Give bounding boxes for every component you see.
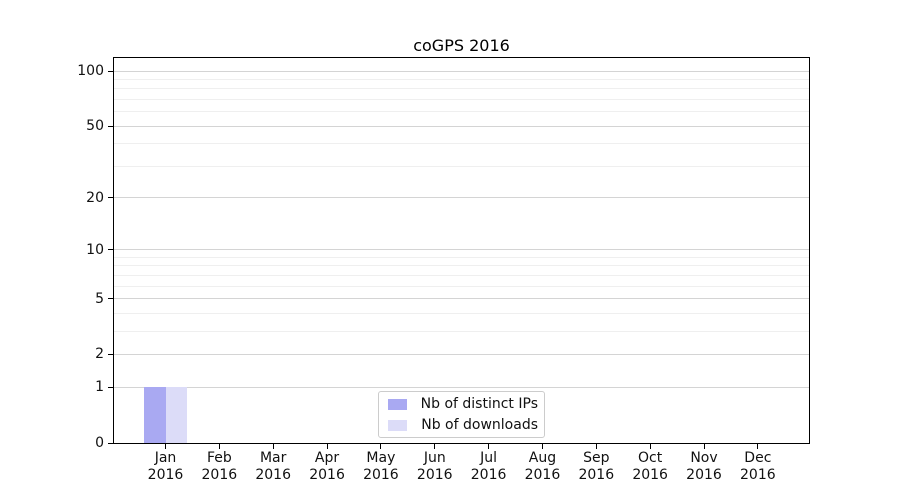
gridline-minor — [114, 99, 809, 101]
x-label-year: 2016 — [255, 467, 291, 483]
x-label-month: Sep — [583, 450, 610, 466]
x-tick-label: Jun 2016 — [404, 450, 466, 484]
y-tick-mark — [108, 353, 113, 355]
x-label-month: Jun — [423, 450, 446, 466]
x-tick-label: Nov 2016 — [673, 450, 735, 484]
x-tick-mark — [434, 444, 436, 449]
legend-label-downloads: Nb of downloads — [421, 417, 538, 433]
y-tick-label: 100 — [77, 63, 104, 80]
x-label-month: Dec — [744, 450, 772, 466]
gridline-minor — [114, 265, 809, 267]
x-tick-mark — [703, 444, 705, 449]
x-label-month: Oct — [638, 450, 663, 466]
gridline-minor — [114, 274, 809, 276]
gridline-minor — [114, 88, 809, 90]
x-tick-mark — [272, 444, 274, 449]
bar-nb-of-distinct-ips-jan — [144, 387, 166, 443]
gridline-major — [114, 125, 809, 127]
x-label-year: 2016 — [470, 467, 507, 483]
y-tick-mark — [108, 70, 113, 72]
y-tick-mark — [108, 386, 113, 388]
gridline-major — [114, 70, 809, 72]
x-label-year: 2016 — [524, 467, 561, 483]
y-tick-label: 50 — [86, 118, 104, 135]
y-tick-mark — [108, 125, 113, 127]
bar-nb-of-downloads-jan — [165, 387, 187, 443]
x-tick-mark — [649, 444, 651, 449]
x-tick-label: May 2016 — [350, 450, 412, 484]
x-label-year: 2016 — [416, 467, 453, 483]
x-tick-mark — [488, 444, 490, 449]
legend-swatch-downloads — [388, 419, 408, 431]
legend-item-distinct-ips: Nb of distinct IPs — [385, 396, 538, 412]
x-label-year: 2016 — [363, 467, 399, 483]
y-tick-mark — [108, 298, 113, 300]
y-tick-label: 10 — [86, 241, 104, 258]
x-tick-label: Aug 2016 — [511, 450, 573, 484]
x-label-month: Apr — [314, 450, 340, 466]
y-tick-label: 5 — [95, 290, 104, 307]
legend-label-distinct-ips: Nb of distinct IPs — [420, 396, 538, 412]
x-label-month: Nov — [690, 450, 718, 466]
y-tick-mark — [108, 197, 113, 199]
x-tick-mark — [326, 444, 328, 449]
x-label-year: 2016 — [309, 467, 345, 483]
y-tick-label: 2 — [95, 346, 104, 363]
x-tick-label: Apr 2016 — [296, 450, 358, 484]
gridline-major — [114, 386, 809, 388]
gridline-minor — [114, 165, 809, 167]
gridline-minor — [114, 111, 809, 113]
legend-item-downloads: Nb of downloads — [385, 417, 538, 433]
y-tick-label: 0 — [95, 435, 104, 451]
x-tick-label: Oct 2016 — [619, 450, 681, 484]
x-tick-mark — [218, 444, 220, 449]
x-tick-label: Jul 2016 — [458, 450, 520, 484]
gridline-minor — [114, 285, 809, 287]
x-label-month: Feb — [206, 450, 232, 466]
x-label-year: 2016 — [201, 467, 238, 483]
x-label-year: 2016 — [740, 467, 776, 483]
x-tick-label: Feb 2016 — [188, 450, 250, 484]
gridline-minor — [114, 257, 809, 258]
x-label-year: 2016 — [147, 467, 184, 483]
x-label-month: Aug — [528, 450, 557, 466]
x-label-month: Jan — [154, 450, 177, 466]
x-label-year: 2016 — [686, 467, 722, 483]
y-tick-label: 20 — [86, 189, 104, 206]
legend-swatch-distinct-ips — [388, 398, 407, 410]
x-label-month: Jul — [480, 450, 498, 466]
x-tick-mark — [165, 444, 166, 449]
x-label-month: May — [366, 450, 396, 466]
x-tick-label: Mar 2016 — [242, 450, 304, 484]
x-tick-label: Sep 2016 — [565, 450, 627, 484]
gridline-minor — [114, 79, 809, 81]
gridline-major — [114, 298, 809, 300]
x-label-year: 2016 — [578, 467, 615, 483]
x-label-year: 2016 — [632, 467, 668, 483]
legend: Nb of distinct IPs Nb of downloads — [378, 391, 545, 438]
gridline-major — [114, 197, 809, 199]
x-tick-mark — [595, 444, 597, 449]
y-tick-mark — [108, 442, 113, 444]
x-label-month: Mar — [259, 450, 287, 466]
x-tick-mark — [757, 444, 759, 449]
gridline-major — [114, 249, 809, 251]
gridline-minor — [114, 312, 809, 314]
y-tick-label: 1 — [95, 379, 104, 396]
x-tick-label: Dec 2016 — [727, 450, 789, 484]
gridline-major — [114, 353, 809, 355]
gridline-minor — [114, 143, 809, 145]
chart-title: coGPS 2016 — [413, 36, 510, 55]
x-tick-mark — [541, 444, 543, 449]
x-tick-mark — [380, 444, 382, 449]
y-tick-mark — [108, 249, 113, 251]
x-tick-label: Jan 2016 — [135, 450, 197, 484]
gridline-minor — [114, 330, 809, 332]
plot-area — [113, 57, 810, 444]
